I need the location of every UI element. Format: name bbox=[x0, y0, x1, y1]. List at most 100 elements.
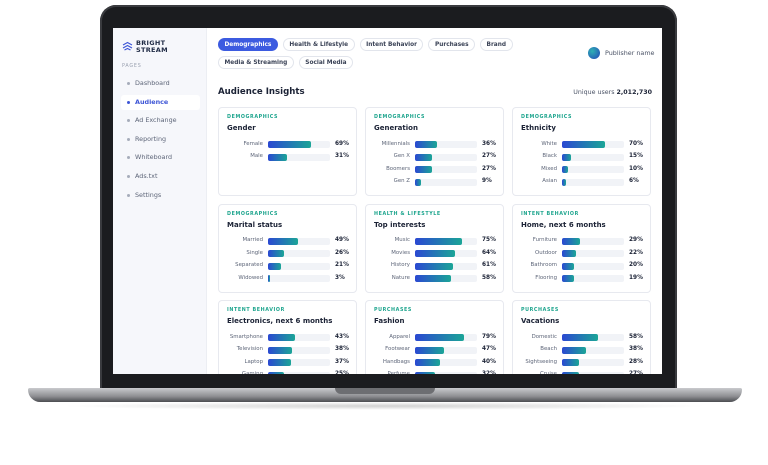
row-label: Gaming bbox=[241, 371, 263, 374]
bar-track bbox=[562, 371, 624, 374]
bar-track bbox=[415, 334, 477, 341]
tab[interactable]: Intent Behavior bbox=[359, 38, 424, 51]
row-label: Boomers bbox=[386, 165, 410, 172]
row-label: Female bbox=[243, 140, 264, 147]
nav-dot bbox=[127, 175, 130, 178]
row-label: History bbox=[390, 262, 410, 268]
bar bbox=[415, 334, 464, 341]
bar-track bbox=[562, 141, 624, 148]
bar-track bbox=[268, 141, 330, 148]
row-value: 31% bbox=[335, 153, 349, 159]
row-value: 69% bbox=[335, 140, 349, 147]
insight-card: INTENT BEHAVIOR Electronics, next 6 month… bbox=[218, 300, 357, 374]
bar-track bbox=[415, 346, 477, 354]
nav-label: Whiteboard bbox=[135, 153, 173, 162]
nav-label: Ads.txt bbox=[135, 172, 158, 180]
bar bbox=[268, 262, 282, 270]
card-title: Marital status bbox=[227, 220, 283, 229]
insight-card: INTENT BEHAVIOR Home, next 6 months Furnit… bbox=[512, 203, 651, 293]
bar bbox=[562, 166, 569, 173]
bar bbox=[562, 262, 575, 270]
row-value: 27% bbox=[629, 371, 643, 374]
tab[interactable]: Demographics bbox=[218, 38, 278, 51]
row-label: Outdoor bbox=[534, 249, 557, 256]
brand-line: BRIGHT bbox=[136, 39, 166, 47]
tab[interactable]: Brand bbox=[480, 38, 513, 51]
bar bbox=[562, 334, 598, 341]
bar bbox=[415, 141, 438, 148]
row-value: 36% bbox=[482, 140, 496, 147]
row-value: 38% bbox=[629, 346, 643, 352]
nav-item[interactable]: Settings bbox=[121, 188, 200, 203]
card-title: Electronics, next 6 months bbox=[227, 317, 333, 325]
bar-track bbox=[562, 250, 624, 257]
card-category: DEMOGRAPHICS bbox=[227, 211, 279, 217]
bar bbox=[415, 237, 462, 245]
row-label: Furniture bbox=[532, 237, 557, 243]
insight-card: DEMOGRAPHICS Marital status Married 49% Sing… bbox=[218, 203, 357, 293]
laptop-base bbox=[28, 388, 742, 402]
row-label: Black bbox=[542, 153, 557, 159]
bar-track bbox=[415, 262, 477, 270]
tab[interactable]: Social Media bbox=[298, 56, 354, 69]
bar-track bbox=[415, 275, 477, 282]
nav-label: Ad Exchange bbox=[135, 116, 177, 125]
nav-item[interactable]: Audience bbox=[121, 94, 200, 110]
card-category: INTENT BEHAVIOR bbox=[227, 308, 285, 313]
card-category: INTENT BEHAVIOR bbox=[521, 211, 579, 217]
user-name[interactable]: Publisher name bbox=[605, 49, 655, 57]
bar bbox=[415, 275, 451, 282]
laptop-notch bbox=[335, 388, 435, 394]
nav-dot bbox=[127, 137, 130, 141]
nav-item[interactable]: Reporting bbox=[121, 132, 200, 147]
row-value: 21% bbox=[335, 262, 349, 268]
row-value: 19% bbox=[629, 274, 643, 281]
nav-item[interactable]: Ads.txt bbox=[121, 169, 200, 184]
tab[interactable]: Purchases bbox=[428, 38, 476, 51]
card-category: DEMOGRAPHICS bbox=[227, 115, 279, 120]
bar-track bbox=[268, 275, 330, 282]
row-value: 22% bbox=[629, 249, 643, 256]
shadow bbox=[60, 402, 710, 410]
bar bbox=[268, 237, 299, 245]
bar bbox=[415, 359, 440, 366]
row-label: Gen Z bbox=[393, 178, 410, 184]
bar bbox=[562, 346, 586, 354]
bar-track bbox=[562, 153, 624, 161]
unique-users: Unique users 2,012,730 bbox=[573, 89, 652, 96]
tab[interactable]: Media & Streaming bbox=[218, 56, 294, 69]
bar bbox=[562, 250, 576, 257]
card-category: HEALTH & LIFESTYLE bbox=[374, 211, 441, 217]
row-value: 29% bbox=[629, 237, 643, 243]
row-label: Flooring bbox=[535, 274, 557, 281]
row-label: White bbox=[541, 140, 557, 147]
row-label: Gen X bbox=[393, 153, 410, 159]
card-category: DEMOGRAPHICS bbox=[521, 115, 573, 120]
nav-label: Dashboard bbox=[135, 79, 170, 87]
row-label: Perfume bbox=[387, 371, 410, 374]
bar bbox=[562, 153, 572, 161]
row-label: Widowed bbox=[238, 274, 263, 281]
card-category: PURCHASES bbox=[521, 308, 559, 313]
bar bbox=[562, 141, 606, 148]
row-value: 43% bbox=[335, 333, 349, 340]
bar-track bbox=[415, 178, 477, 186]
nav-dot bbox=[127, 119, 130, 123]
bar-track bbox=[268, 346, 330, 354]
bar-track bbox=[268, 250, 330, 257]
row-value: 15% bbox=[629, 153, 643, 159]
nav-item[interactable]: Ad Exchange bbox=[121, 113, 200, 128]
section-label: PAGES bbox=[122, 64, 142, 69]
row-value: 47% bbox=[482, 346, 496, 352]
avatar[interactable] bbox=[588, 47, 600, 59]
nav-item[interactable]: Whiteboard bbox=[121, 150, 200, 165]
row-value: 61% bbox=[482, 262, 496, 268]
row-label: Music bbox=[394, 237, 410, 243]
row-value: 3% bbox=[335, 274, 345, 281]
insight-card: PURCHASES Fashion Apparel 79% Footwear 47% Han… bbox=[365, 300, 504, 374]
bar bbox=[562, 359, 580, 366]
nav-item[interactable]: Dashboard bbox=[121, 76, 200, 91]
page-title: Audience Insights bbox=[218, 87, 305, 97]
tab[interactable]: Health & Lifestyle bbox=[282, 38, 355, 51]
